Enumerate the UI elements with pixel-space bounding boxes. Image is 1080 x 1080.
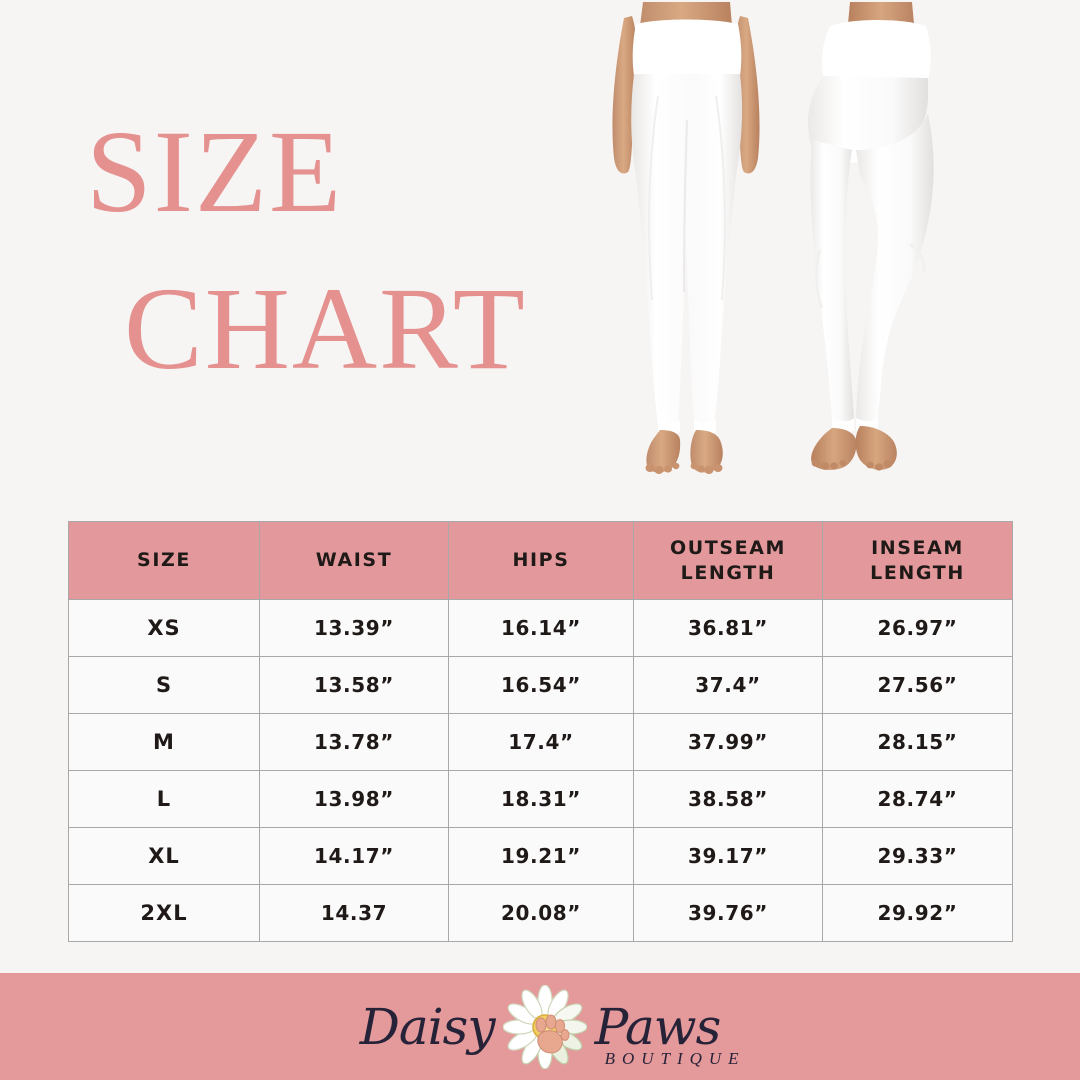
footer-brand-bar: Daisy: [0, 973, 1080, 1080]
cell-size: S: [68, 656, 260, 714]
table-header-row: SIZE WAIST HIPS OUTSEAM LENGTH INSEAM LE…: [68, 521, 1013, 600]
cell-size: XL: [68, 827, 260, 885]
cell-inseam: 29.33”: [822, 827, 1013, 885]
column-header-outseam-line1: OUTSEAM: [669, 537, 786, 560]
cell-outseam: 37.99”: [633, 713, 823, 771]
column-header-size-line1: SIZE: [137, 549, 191, 572]
column-header-waist-line1: WAIST: [315, 549, 393, 572]
cell-hips: 17.4”: [448, 713, 634, 771]
model-side-view-image: [790, 0, 990, 495]
cell-hips: 19.21”: [448, 827, 634, 885]
table-row: M 13.78” 17.4” 37.99” 28.15”: [68, 713, 1013, 771]
cell-inseam: 27.56”: [822, 656, 1013, 714]
cell-waist: 14.37: [259, 884, 449, 942]
brand-name-left: Daisy: [359, 997, 496, 1056]
table-row: L 13.98” 18.31” 38.58” 28.74”: [68, 770, 1013, 828]
cell-outseam: 39.76”: [633, 884, 823, 942]
column-header-hips-line1: HIPS: [512, 549, 570, 572]
title-line-1: SIZE: [86, 106, 344, 237]
cell-outseam: 37.4”: [633, 656, 823, 714]
cell-size: L: [68, 770, 260, 828]
daisy-paw-logo-icon: [502, 984, 587, 1069]
brand-tagline: BOUTIQUE: [604, 1048, 746, 1068]
cell-size: M: [68, 713, 260, 771]
column-header-size: SIZE: [68, 521, 260, 600]
cell-hips: 20.08”: [448, 884, 634, 942]
table-row: 2XL 14.37 20.08” 39.76” 29.92”: [68, 884, 1013, 942]
column-header-outseam-line2: LENGTH: [680, 561, 776, 584]
cell-hips: 18.31”: [448, 770, 634, 828]
cell-size: XS: [68, 599, 260, 657]
column-header-inseam-length: INSEAM LENGTH: [822, 521, 1013, 600]
cell-outseam: 36.81”: [633, 599, 823, 657]
size-chart-table: SIZE WAIST HIPS OUTSEAM LENGTH INSEAM LE…: [68, 521, 1013, 942]
page-title: SIZE CHART: [86, 106, 556, 394]
brand-name-right-text: Paws: [594, 997, 722, 1056]
column-header-hips: HIPS: [448, 521, 634, 600]
cell-inseam: 28.15”: [822, 713, 1013, 771]
cell-inseam: 29.92”: [822, 884, 1013, 942]
cell-hips: 16.54”: [448, 656, 634, 714]
table-row: XS 13.39” 16.14” 36.81” 26.97”: [68, 599, 1013, 657]
cell-outseam: 38.58”: [633, 770, 823, 828]
brand-name-right: Paws BOUTIQUE: [595, 1002, 739, 1067]
cell-waist: 13.98”: [259, 770, 449, 828]
brand-logo: Daisy: [330, 979, 750, 1075]
product-photos: [560, 0, 1020, 500]
table-row: S 13.58” 16.54” 37.4” 27.56”: [68, 656, 1013, 714]
model-front-view-image: [580, 0, 795, 495]
cell-waist: 13.39”: [259, 599, 449, 657]
cell-waist: 13.78”: [259, 713, 449, 771]
cell-waist: 13.58”: [259, 656, 449, 714]
column-header-outseam-length: OUTSEAM LENGTH: [633, 521, 823, 600]
cell-waist: 14.17”: [259, 827, 449, 885]
cell-inseam: 26.97”: [822, 599, 1013, 657]
column-header-inseam-line2: LENGTH: [870, 561, 965, 584]
cell-hips: 16.14”: [448, 599, 634, 657]
title-line-2: CHART: [124, 262, 527, 394]
cell-size: 2XL: [68, 884, 260, 942]
cell-inseam: 28.74”: [822, 770, 1013, 828]
column-header-inseam-line1: INSEAM: [871, 537, 964, 560]
cell-outseam: 39.17”: [633, 827, 823, 885]
column-header-waist: WAIST: [259, 521, 449, 600]
table-row: XL 14.17” 19.21” 39.17” 29.33”: [68, 827, 1013, 885]
